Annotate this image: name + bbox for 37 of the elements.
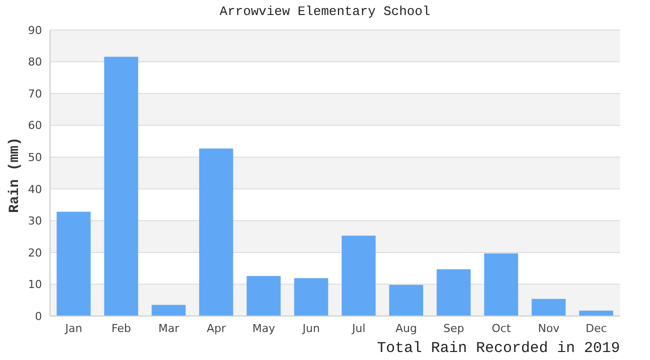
y-tick-label: 90 xyxy=(28,24,42,37)
bar xyxy=(104,56,138,316)
y-tick-label: 50 xyxy=(28,151,42,164)
x-tick-label: Apr xyxy=(206,322,226,335)
x-tick-label: Oct xyxy=(492,322,512,335)
x-axis-title: Total Rain Recorded in 2019 xyxy=(376,340,620,357)
x-tick-label: Mar xyxy=(158,322,180,335)
y-tick-label: 10 xyxy=(28,278,42,292)
bar xyxy=(484,253,518,316)
x-tick-label: Jan xyxy=(64,322,82,335)
chart-title: Arrowview Elementary School xyxy=(218,4,432,19)
bar xyxy=(294,278,328,316)
bar xyxy=(152,304,186,316)
bar xyxy=(436,269,471,316)
bar xyxy=(532,298,566,316)
x-tick-label: Feb xyxy=(112,322,131,335)
y-tick-label: 40 xyxy=(28,182,42,196)
y-tick-label: 20 xyxy=(28,246,42,260)
bar xyxy=(579,310,614,316)
y-axis-title: Rain (mm) xyxy=(7,137,23,213)
bar xyxy=(56,212,91,316)
bar xyxy=(389,284,424,316)
x-tick-label: Sep xyxy=(443,322,464,335)
y-tick-label: 60 xyxy=(28,119,42,132)
y-tick-label: 70 xyxy=(28,87,42,100)
bar xyxy=(199,148,234,316)
x-tick-label: Jun xyxy=(302,322,320,335)
y-tick-label: 0 xyxy=(35,310,42,323)
bar xyxy=(246,276,281,316)
x-tick-label: Jul xyxy=(351,322,366,335)
y-tick-label: 80 xyxy=(28,56,42,69)
y-tick-label: 30 xyxy=(28,214,42,228)
x-tick-label: Nov xyxy=(538,322,560,335)
x-tick-label: Aug xyxy=(396,322,417,335)
bar xyxy=(342,236,376,316)
x-tick-label: Dec xyxy=(586,322,607,335)
x-tick-label: May xyxy=(252,322,276,335)
